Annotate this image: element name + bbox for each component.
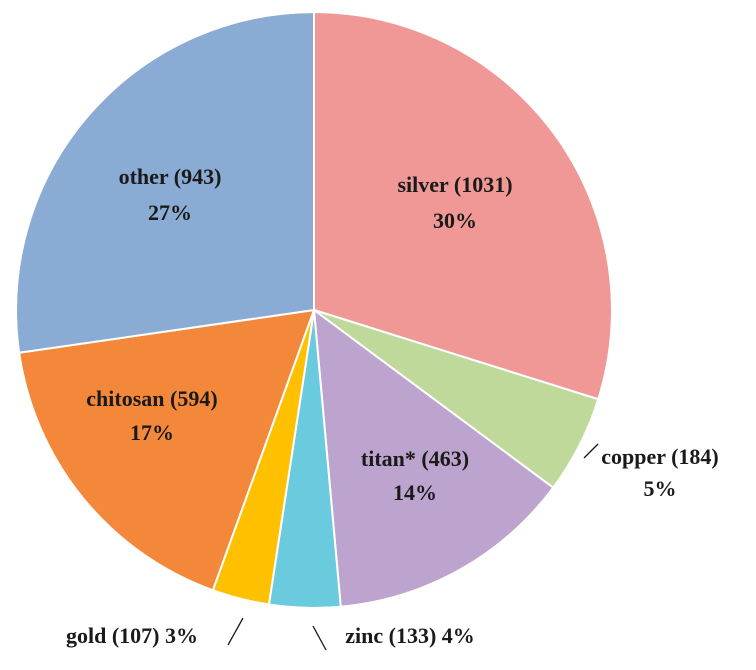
slice-percent-silver: 30% [433, 208, 477, 233]
slice-percent-other: 27% [148, 200, 192, 225]
slice-label-copper: copper (184) [601, 444, 719, 469]
pie-slices [15, 10, 613, 609]
pie-outline [15, 11, 613, 609]
slice-label-other: other (943) [119, 164, 222, 189]
leader-line-copper [583, 443, 599, 459]
slice-label-zinc: zinc (133) 4% [345, 623, 475, 648]
leader-line-gold [227, 617, 244, 646]
slice-label-silver: silver (1031) [397, 172, 512, 197]
slice-labels: silver (1031) 30% copper (184) 5% titan* (46… [66, 164, 719, 648]
slice-percent-titan: 14% [393, 480, 437, 505]
slice-percent-chitosan: 17% [130, 420, 174, 445]
slice-percent-copper: 5% [644, 476, 677, 501]
slice-label-titan: titan* (463) [361, 446, 469, 471]
leader-line-zinc [312, 625, 327, 651]
slice-label-gold: gold (107) 3% [66, 623, 198, 648]
leader-lines [227, 443, 599, 651]
slice-label-chitosan: chitosan (594) [86, 386, 217, 411]
